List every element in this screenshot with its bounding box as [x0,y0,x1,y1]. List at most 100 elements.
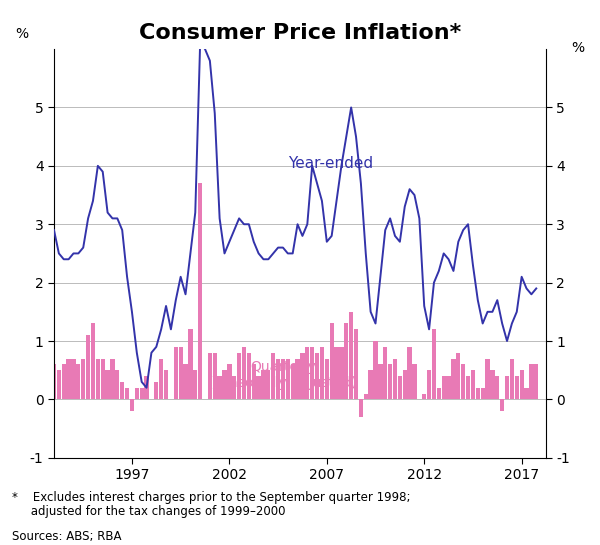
Text: *    Excludes interest charges prior to the September quarter 1998;
     adjuste: * Excludes interest charges prior to the… [12,490,410,518]
Bar [315,353,319,399]
Bar [451,359,455,399]
Bar [281,359,285,399]
Bar [208,353,212,399]
Bar [52,365,56,399]
Bar [76,365,80,399]
Bar [432,329,436,399]
Bar [364,393,368,399]
Bar [140,387,144,399]
Bar [344,324,349,399]
Bar [456,353,460,399]
Bar [223,370,227,399]
Bar [383,347,388,399]
Bar [295,359,300,399]
Bar [164,370,168,399]
Bar [71,359,76,399]
Bar [276,359,280,399]
Bar [95,359,100,399]
Bar [359,399,363,417]
Bar [378,365,383,399]
Bar [286,359,290,399]
Bar [495,376,499,399]
Bar [232,376,236,399]
Bar [67,359,71,399]
Bar [412,365,416,399]
Bar [300,353,305,399]
Bar [188,329,193,399]
Bar [184,365,188,399]
Bar [529,365,533,399]
Bar [481,387,485,399]
Bar [106,370,110,399]
Bar [510,359,514,399]
Bar [427,370,431,399]
Bar [305,347,310,399]
Bar [354,329,358,399]
Text: Year-ended: Year-ended [288,156,373,171]
Bar [251,365,256,399]
Bar [86,335,90,399]
Bar [125,387,129,399]
Y-axis label: %: % [16,27,29,41]
Bar [198,183,202,399]
Bar [62,365,66,399]
Bar [120,382,124,399]
Bar [173,347,178,399]
Bar [334,347,338,399]
Bar [388,365,392,399]
Text: Sources: ABS; RBA: Sources: ABS; RBA [12,530,121,543]
Bar [490,370,494,399]
Bar [247,353,251,399]
Bar [237,353,241,399]
Bar [159,359,163,399]
Bar [290,365,295,399]
Bar [310,347,314,399]
Bar [403,370,407,399]
Bar [57,370,61,399]
Bar [339,347,344,399]
Text: Consumer Price Inflation*: Consumer Price Inflation* [139,23,461,43]
Text: Quarterly
(seasonally adjusted): Quarterly (seasonally adjusted) [208,360,357,390]
Bar [349,312,353,399]
Bar [520,370,524,399]
Bar [325,359,329,399]
Bar [422,393,427,399]
Bar [115,370,119,399]
Bar [242,347,246,399]
Bar [101,359,105,399]
Bar [130,399,134,411]
Bar [193,370,197,399]
Y-axis label: %: % [571,41,584,55]
Bar [368,370,373,399]
Bar [256,376,261,399]
Bar [217,376,222,399]
Bar [320,347,324,399]
Bar [466,376,470,399]
Bar [442,376,446,399]
Bar [271,353,275,399]
Bar [266,370,271,399]
Bar [145,376,149,399]
Bar [329,324,334,399]
Bar [154,382,158,399]
Bar [461,365,466,399]
Bar [81,359,85,399]
Bar [476,387,480,399]
Bar [179,347,183,399]
Bar [393,359,397,399]
Bar [227,365,232,399]
Bar [446,376,451,399]
Bar [212,353,217,399]
Bar [437,387,441,399]
Bar [500,399,505,411]
Bar [134,387,139,399]
Bar [398,376,402,399]
Bar [262,370,266,399]
Bar [407,347,412,399]
Bar [110,359,115,399]
Bar [91,324,95,399]
Bar [485,359,490,399]
Bar [534,365,538,399]
Bar [515,376,519,399]
Bar [471,370,475,399]
